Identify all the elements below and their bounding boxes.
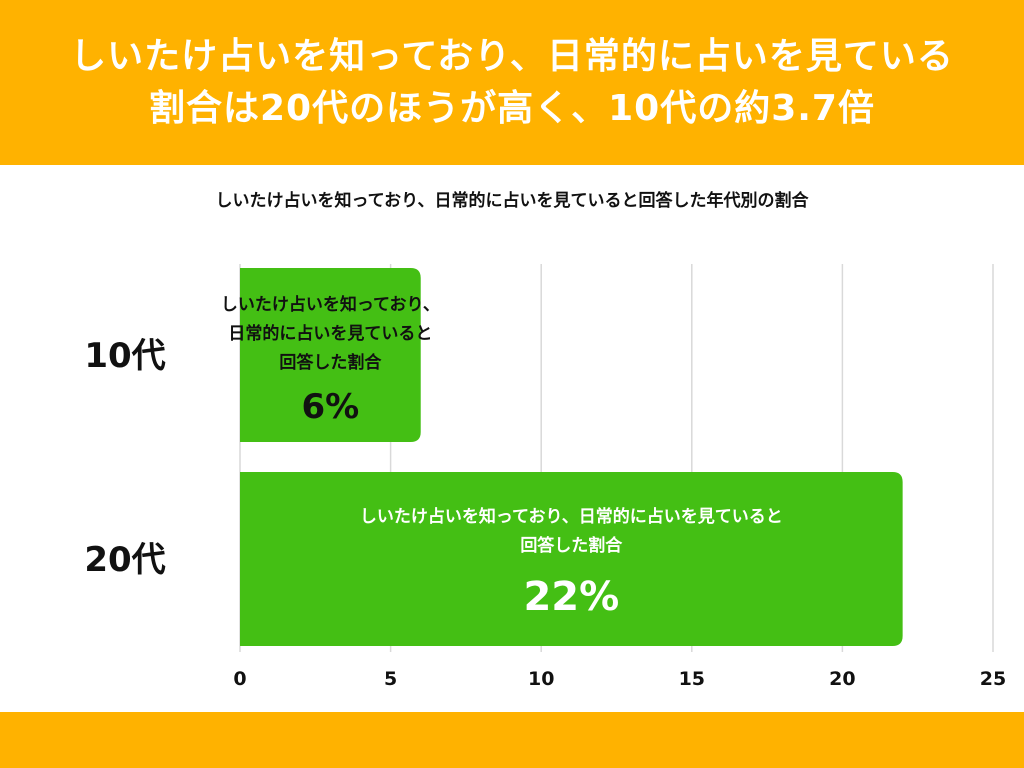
footer-banner <box>0 712 1024 768</box>
bar-label-line: しいたけ占いを知っており、 <box>221 294 440 315</box>
bar-value-label: 6% <box>301 387 359 427</box>
x-tick-label: 20 <box>829 668 855 690</box>
bar-label-line: しいたけ占いを知っており、日常的に占いを見ていると <box>360 506 783 527</box>
bar-label-line: 回答した割合 <box>520 535 623 556</box>
headline-line-1: しいたけ占いを知っており、日常的に占いを見ている <box>70 35 954 77</box>
bar-label-line: 回答した割合 <box>279 352 382 373</box>
x-tick-label: 5 <box>384 668 397 690</box>
bar-chart: 0 5 10 15 20 2510代しいたけ占いを知っており、日常的に占いを見ていると回答… <box>84 264 1006 690</box>
x-tick-label: 25 <box>980 668 1006 690</box>
category-label: 10代 <box>84 336 165 376</box>
bar-label-line: 日常的に占いを見ていると <box>228 323 432 344</box>
category-label: 20代 <box>84 540 165 580</box>
bar-1 <box>240 268 421 442</box>
headline-line-2: 割合は20代のほうが高く、10代の約3.7倍 <box>149 87 875 129</box>
chart-title: しいたけ占いを知っており、日常的に占いを見ていると回答した年代別の割合 <box>215 191 809 211</box>
x-tick-label: 0 <box>233 668 246 690</box>
bar-value-label: 22% <box>523 574 619 620</box>
bar-2 <box>240 472 903 646</box>
header-banner: しいたけ占いを知っており、日常的に占いを見ている 割合は20代のほうが高く、10… <box>0 0 1024 165</box>
x-tick-label: 10 <box>528 668 554 690</box>
x-tick-label: 15 <box>679 668 705 690</box>
